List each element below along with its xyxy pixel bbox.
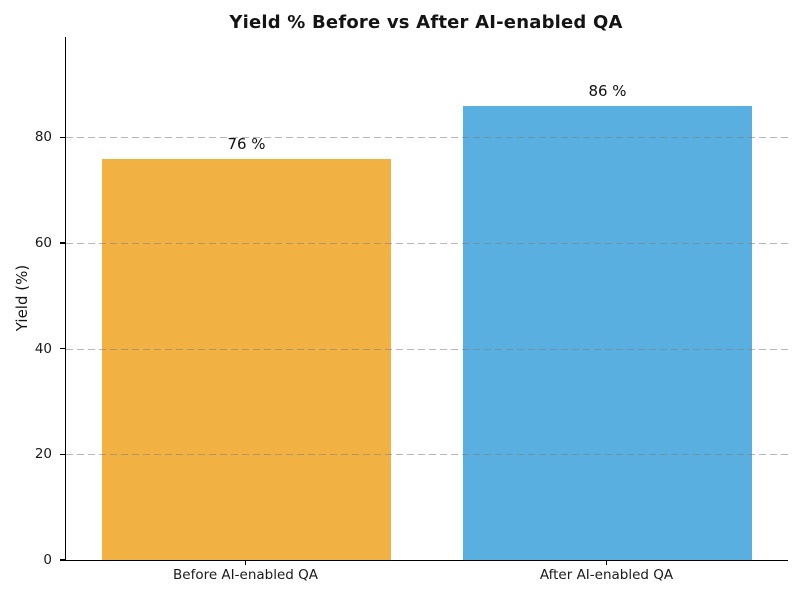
bar-after-ai-enabled-qa [463,105,752,560]
x-tick-label-after-ai-enabled-qa: After AI-enabled QA [539,567,674,583]
y-tick-mark-60 [60,242,65,244]
y-tick-label-0: 0 [43,552,52,568]
x-tick-label-before-ai-enabled-qa: Before AI-enabled QA [173,567,318,583]
y-tick-mark-20 [60,453,65,456]
gridline-80 [66,137,788,139]
y-tick-label-20: 20 [34,446,52,463]
y-tick-mark-0 [60,559,65,561]
x-tick-mark-before-ai-enabled-qa [244,560,247,565]
bar-value-label-after-ai-enabled-qa: 86 % [588,81,627,100]
gridline-60 [66,243,788,245]
chart-title: Yield % Before vs After AI-enabled QA [229,12,623,33]
bar-value-label-before-ai-enabled-qa: 76 % [227,134,266,153]
y-tick-label-40: 40 [34,340,52,357]
y-tick-mark-80 [60,136,65,139]
plot-area: 76 % 86 % [65,37,788,561]
bar-before-ai-enabled-qa [102,158,391,560]
y-tick-mark-40 [60,347,65,350]
gridline-40 [66,348,788,350]
y-tick-label-80: 80 [34,129,52,146]
gridline-20 [66,454,788,456]
y-axis-label: Yield (%) [13,264,31,332]
y-tick-label-60: 60 [34,235,52,252]
x-tick-mark-after-ai-enabled-qa [605,560,608,565]
